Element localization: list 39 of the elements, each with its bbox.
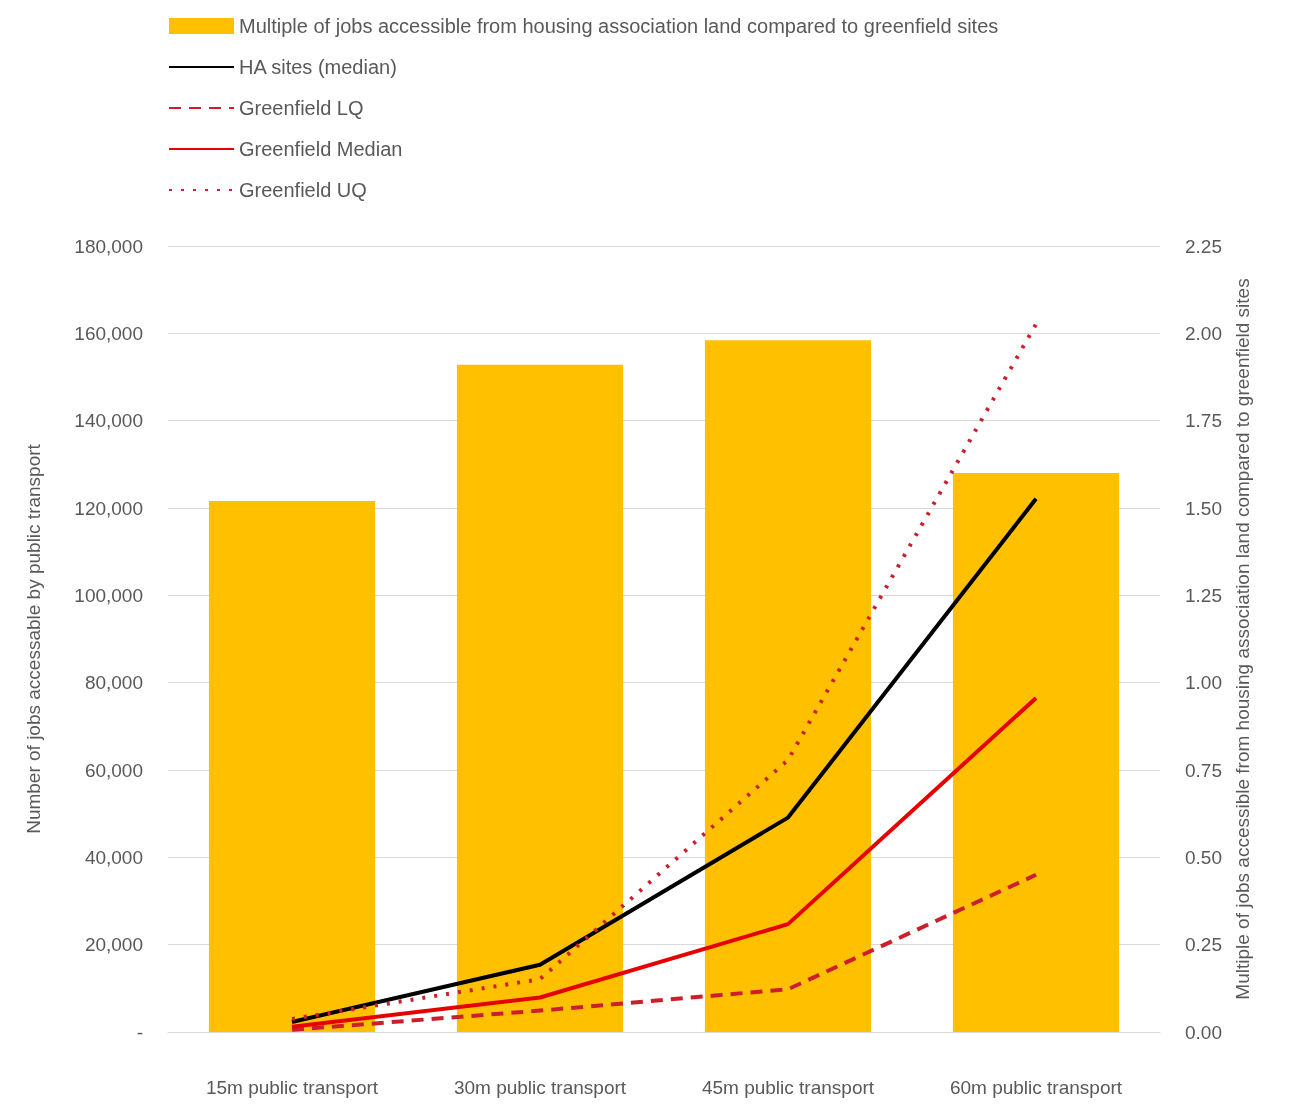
x-tick-label: 60m public transport — [949, 1077, 1123, 1098]
bar — [952, 473, 1120, 1032]
line-series — [290, 496, 1038, 1024]
y2-tick-label: 1.00 — [1185, 672, 1222, 694]
line-series — [290, 322, 1038, 1021]
x-tick-label: 30m public transport — [453, 1077, 627, 1098]
y2-axis-title: Multiple of jobs accessible from housing association land compared to greenfield sites — [1231, 278, 1253, 1000]
legend-label: HA sites (median) — [239, 56, 397, 78]
y2-tick-label: 0.25 — [1185, 934, 1222, 956]
legend-label: Multiple of jobs accessible from housing association land compared to greenfield sites — [239, 15, 999, 37]
line-series — [290, 695, 1038, 1029]
y2-tick-label: 2.00 — [1185, 322, 1222, 344]
y-tick-label: 180,000 — [74, 235, 143, 257]
x-tick-label: 45m public transport — [701, 1077, 875, 1098]
y-tick-label: - — [136, 1021, 143, 1043]
y2-tick-label: 0.00 — [1185, 1021, 1222, 1043]
y-tick-label: 40,000 — [84, 846, 143, 868]
y-tick-label: 80,000 — [84, 672, 143, 694]
y2-tick-label: 1.75 — [1185, 410, 1222, 432]
bar — [456, 364, 624, 1032]
y-axis-title: Number of jobs accessable by public transport — [23, 443, 44, 834]
y2-tick-label: 1.50 — [1185, 497, 1222, 519]
x-tick-label: 15m public transport — [205, 1077, 379, 1098]
y-tick-label: 160,000 — [74, 322, 143, 344]
y-tick-label: 60,000 — [84, 759, 143, 781]
y2-tick-label: 0.75 — [1185, 759, 1222, 781]
y2-tick-label: 2.25 — [1185, 235, 1222, 257]
line-series — [290, 872, 1038, 1032]
bar — [208, 501, 376, 1032]
legend-label: Greenfield Median — [239, 138, 403, 160]
y-tick-label: 20,000 — [84, 934, 143, 956]
y2-tick-label: 1.25 — [1185, 584, 1222, 606]
y-tick-label: 140,000 — [74, 410, 143, 432]
y-tick-label: 120,000 — [74, 497, 143, 519]
legend-label: Greenfield UQ — [239, 179, 367, 201]
y-tick-label: 100,000 — [74, 584, 143, 606]
bar — [704, 340, 872, 1032]
y2-tick-label: 0.50 — [1185, 846, 1222, 868]
legend-label: Greenfield LQ — [239, 97, 364, 119]
